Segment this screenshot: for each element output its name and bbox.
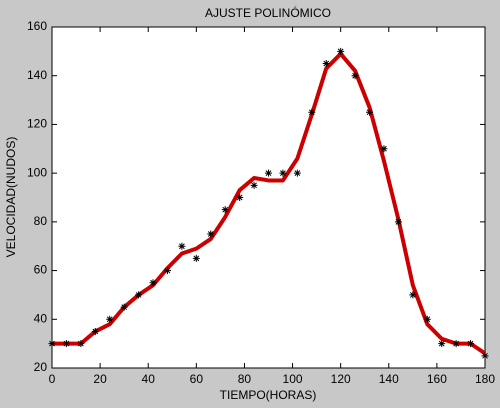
data-point (337, 47, 345, 55)
x-axis-label: TIEMPO(HORAS) (220, 388, 317, 402)
y-tick-label: 160 (27, 19, 47, 33)
y-tick-label: 100 (27, 165, 47, 179)
data-point (394, 218, 402, 226)
data-point (77, 340, 85, 348)
data-point (236, 194, 244, 201)
chart-title: AJUSTE POLINÓMICO (205, 5, 331, 20)
x-tick-label: 80 (238, 372, 252, 386)
y-tick-label: 40 (34, 311, 48, 325)
data-point (452, 340, 460, 348)
x-tick-label: 40 (142, 372, 156, 386)
y-tick-label: 140 (27, 68, 47, 82)
data-point (120, 303, 128, 311)
y-tick-label: 80 (34, 214, 48, 228)
x-tick-label: 180 (475, 372, 495, 386)
data-point (207, 230, 215, 238)
data-point (62, 340, 70, 348)
x-tick-label: 160 (427, 372, 447, 386)
data-point (135, 291, 143, 299)
x-tick-label: 140 (379, 372, 399, 386)
data-point (409, 291, 417, 299)
data-point (322, 60, 330, 68)
data-point (481, 352, 489, 360)
data-point (438, 340, 446, 348)
x-tick-label: 60 (190, 372, 204, 386)
x-tick-label: 120 (331, 372, 351, 386)
y-tick-label: 120 (27, 117, 47, 131)
data-point (366, 108, 374, 116)
data-point (221, 206, 229, 214)
data-point (265, 169, 272, 177)
data-point (178, 242, 186, 250)
y-axis-label: VELOCIDAD(NUDOS) (4, 137, 18, 258)
data-point (351, 72, 359, 80)
x-tick-label: 0 (49, 372, 56, 386)
data-point (308, 108, 316, 116)
data-point (48, 340, 56, 348)
y-tick-label: 20 (34, 360, 48, 374)
data-point (279, 169, 287, 177)
data-point (467, 340, 475, 348)
data-point (149, 279, 157, 287)
data-point (293, 169, 301, 177)
data-point (423, 315, 431, 323)
x-tick-label: 100 (283, 372, 303, 386)
data-point (106, 315, 114, 323)
plot-area (51, 26, 486, 369)
data-point (380, 145, 388, 153)
x-tick-label: 20 (93, 372, 107, 386)
data-point (192, 254, 200, 262)
data-point (250, 181, 258, 189)
y-tick-label: 60 (34, 263, 48, 277)
data-point (91, 327, 99, 335)
data-point (163, 267, 171, 275)
